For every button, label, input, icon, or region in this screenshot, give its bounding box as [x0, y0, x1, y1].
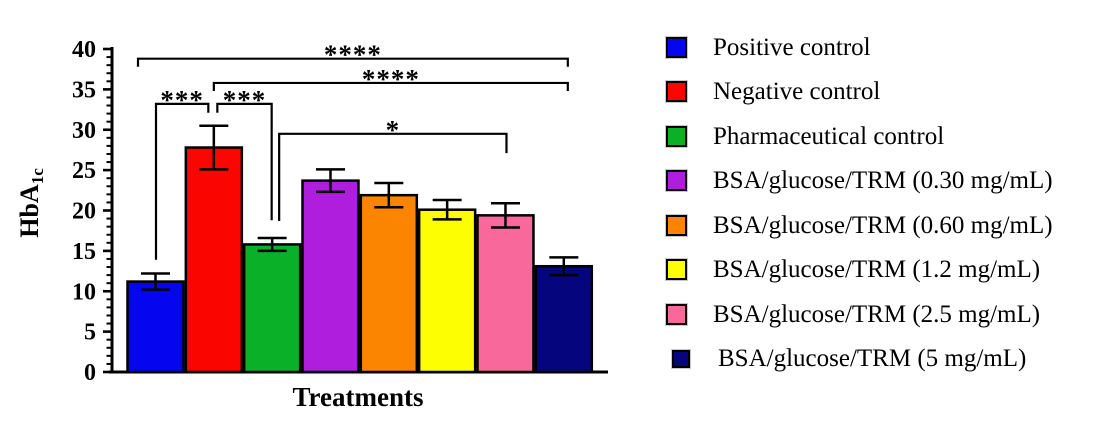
legend-item-bsa-glucose-trm-0-30-mg-ml: BSA/glucose/TRM (0.30 mg/mL)	[666, 162, 1053, 199]
y-axis-tick-label: 30	[72, 118, 96, 144]
legend-swatch-bsa-glucose-trm-5-mg-ml	[672, 349, 690, 368]
significance-stars-3: ***	[160, 85, 204, 115]
y-axis-tick-label: 10	[72, 279, 96, 305]
legend-swatch-positive-control	[666, 36, 687, 58]
legend-label: Pharmaceutical control	[713, 122, 945, 150]
legend-item-bsa-glucose-trm-2-5-mg-ml: BSA/glucose/TRM (2.5 mg/mL)	[666, 296, 1040, 333]
bar-bsa-glucose-trm-2-5-mg-ml	[476, 214, 535, 374]
significance-bracket-5	[278, 132, 508, 221]
y-axis-tick-label: 25	[72, 158, 96, 184]
bar-bsa-glucose-trm-0-30-mg-ml	[301, 179, 360, 374]
legend-label: BSA/glucose/TRM (0.30 mg/mL)	[713, 167, 1053, 194]
legend-label: BSA/glucose/TRM (0.60 mg/mL)	[713, 211, 1053, 239]
legend-item-bsa-glucose-trm-1-2-mg-ml: BSA/glucose/TRM (1.2 mg/mL)	[666, 251, 1040, 288]
significance-bracket-1	[136, 57, 569, 67]
legend-label: BSA/glucose/TRM (5 mg/mL)	[718, 345, 1027, 372]
legend-swatch-bsa-glucose-trm-1-2-mg-ml	[666, 259, 687, 280]
legend-swatch-bsa-glucose-trm-2-5-mg-ml	[666, 303, 687, 325]
legend-swatch-pharmaceutical-control	[666, 125, 687, 147]
legend-item-negative-control: Negative control	[666, 73, 880, 110]
bar-negative-control	[184, 146, 244, 374]
legend-swatch-bsa-glucose-trm-0-60-mg-ml	[666, 214, 687, 236]
legend-label: Negative control	[713, 78, 881, 105]
legend-item-pharmaceutical-control: Pharmaceutical control	[666, 118, 944, 155]
y-axis-label: HbA1c	[15, 168, 47, 238]
significance-stars-4: ***	[223, 85, 267, 115]
chart-legend: Positive control Negative control Pharmace…	[666, 0, 1100, 439]
legend-swatch-bsa-glucose-trm-0-30-mg-ml	[666, 170, 687, 191]
y-axis-tick-label: 0	[84, 360, 96, 386]
x-axis-label: Treatments	[293, 382, 424, 412]
significance-bracket-2	[212, 81, 569, 91]
y-axis-tick-label: 20	[72, 199, 96, 225]
y-axis-tick-label: 35	[72, 77, 96, 103]
significance-bracket-4	[216, 102, 273, 221]
y-axis-tick-label: 15	[72, 239, 96, 265]
legend-item-positive-control: Positive control	[666, 29, 871, 66]
legend-label: BSA/glucose/TRM (2.5 mg/mL)	[713, 300, 1041, 328]
significance-bracket-3	[154, 102, 210, 260]
y-axis-tick-label: 40	[72, 37, 96, 63]
significance-stars-5: *	[386, 115, 401, 145]
bar-bsa-glucose-trm-0-60-mg-ml	[359, 193, 419, 374]
y-axis-label-subscript: 1c	[28, 168, 47, 185]
legend-label: BSA/glucose/TRM (1.2 mg/mL)	[713, 256, 1041, 283]
significance-stars-1: ****	[324, 40, 382, 70]
legend-swatch-negative-control	[666, 81, 687, 102]
y-axis-tick-label: 5	[84, 320, 96, 346]
legend-item-bsa-glucose-trm-5-mg-ml: BSA/glucose/TRM (5 mg/mL)	[666, 340, 1026, 377]
bar-bsa-glucose-trm-1-2-mg-ml	[417, 208, 477, 374]
bar-positive-control	[126, 280, 185, 374]
significance-stars-2: ****	[362, 64, 420, 94]
legend-label: Positive control	[713, 33, 871, 61]
bar-pharmaceutical-control	[242, 243, 302, 374]
bar-bsa-glucose-trm-5-mg-ml	[534, 264, 594, 374]
legend-item-bsa-glucose-trm-0-60-mg-ml: BSA/glucose/TRM (0.60 mg/mL)	[666, 207, 1053, 244]
